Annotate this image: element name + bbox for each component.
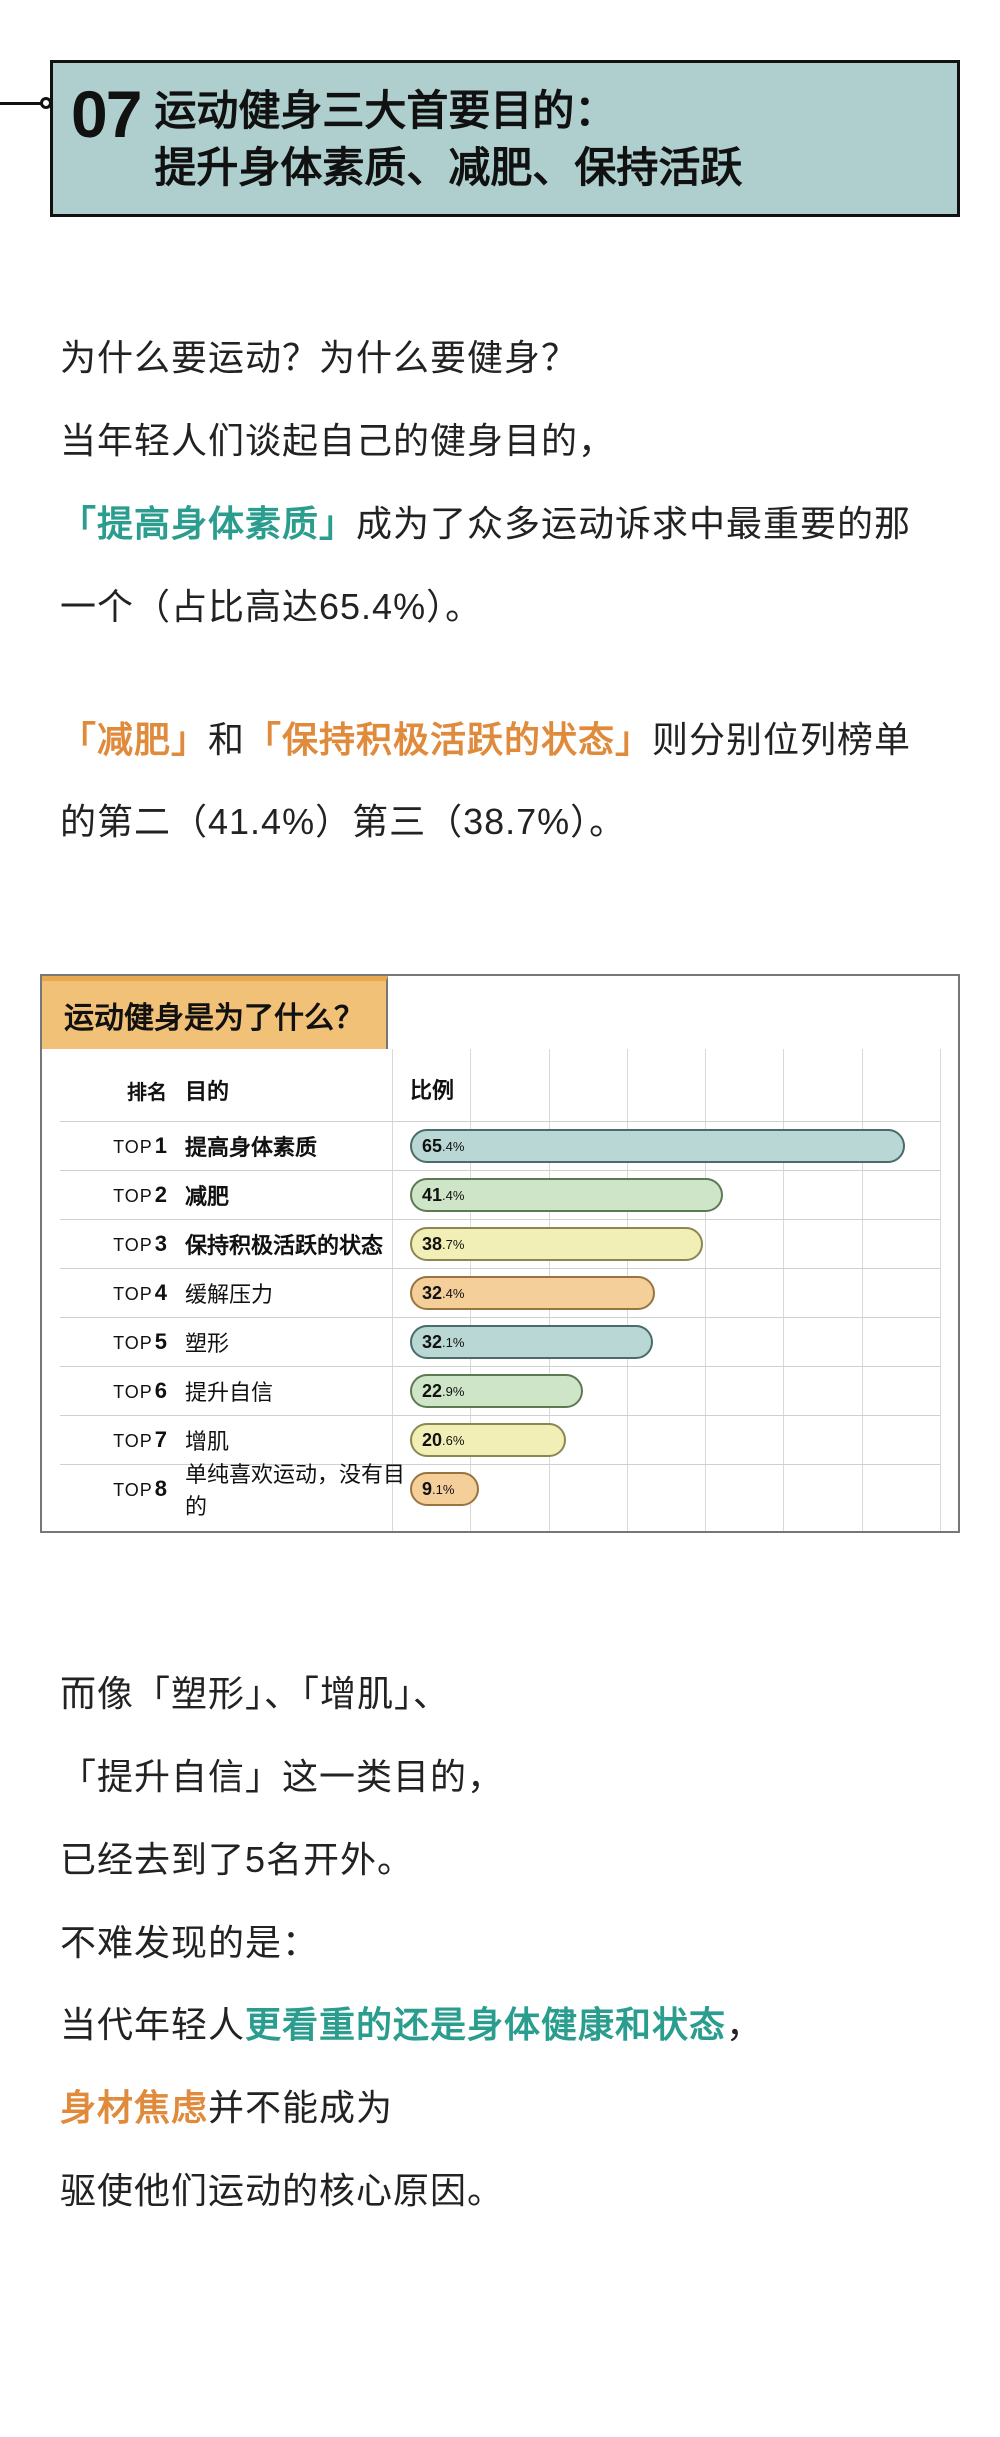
bar: 20.6% [410, 1423, 566, 1457]
conclusion-paragraphs: 而像「塑形」、「增肌」、 「提升自信」这一类目的， 已经去到了5名开外。 不难发… [0, 1573, 1000, 2313]
header-ratio: 比例 [410, 1073, 454, 1105]
bar: 22.9% [410, 1374, 583, 1408]
text: 为什么要运动？为什么要健身？ [60, 337, 578, 378]
bar-area: 20.6% [410, 1423, 940, 1457]
bar: 41.4% [410, 1178, 723, 1212]
highlight-orange: 「减肥」 [60, 719, 208, 760]
rank-cell: TOP7 [60, 1427, 185, 1453]
chart-row: TOP1提高身体素质65.4% [60, 1121, 940, 1170]
header-purpose: 目的 [185, 1074, 410, 1106]
intro-paragraphs: 为什么要运动？为什么要健身？ 当年轻人们谈起自己的健身目的， 「提高身体素质」成… [0, 257, 1000, 954]
connector-circle [40, 97, 52, 109]
bar-area: 32.4% [410, 1276, 940, 1310]
rank-cell: TOP1 [60, 1133, 185, 1159]
highlight-orange: 身材焦虑 [60, 2087, 208, 2128]
header-rank: 排名 [60, 1076, 185, 1105]
text: 和 [208, 719, 245, 760]
bar: 32.4% [410, 1276, 655, 1310]
purpose-cell: 缓解压力 [185, 1277, 410, 1309]
rank-cell: TOP3 [60, 1231, 185, 1257]
header-ratio-area: 比例 [410, 1073, 940, 1107]
bar-area: 32.1% [410, 1325, 940, 1359]
chart-row: TOP6提升自信22.9% [60, 1366, 940, 1415]
title-line-2: 提升身体素质、减肥、保持活跃 [154, 144, 742, 191]
connector-line [0, 102, 42, 105]
section-number: 07 [71, 81, 140, 147]
header-box: 07 运动健身三大首要目的： 提升身体素质、减肥、保持活跃 [50, 60, 960, 217]
chart-row: TOP3保持积极活跃的状态38.7% [60, 1219, 940, 1268]
chart-header-row: 排名 目的 比例 [60, 1067, 940, 1121]
rank-cell: TOP4 [60, 1280, 185, 1306]
section-header: 07 运动健身三大首要目的： 提升身体素质、减肥、保持活跃 [0, 0, 1000, 257]
text: 已经去到了5名开外。 [60, 1839, 414, 1880]
purpose-cell: 单纯喜欢运动，没有目的 [185, 1457, 410, 1521]
purpose-cell: 塑形 [185, 1326, 410, 1358]
purpose-cell: 增肌 [185, 1424, 410, 1456]
chart-row: TOP2减肥41.4% [60, 1170, 940, 1219]
chart-title: 运动健身是为了什么？ [42, 976, 388, 1049]
bar: 38.7% [410, 1227, 703, 1261]
rank-cell: TOP8 [60, 1476, 185, 1502]
text: 并不能成为 [208, 2087, 393, 2128]
chart-title-bar: 运动健身是为了什么？ [42, 976, 958, 1049]
chart-row: TOP8单纯喜欢运动，没有目的9.1% [60, 1464, 940, 1513]
purpose-cell: 提升自信 [185, 1375, 410, 1407]
highlight-orange: 「保持积极活跃的状态」 [245, 719, 652, 760]
text: 而像「塑形」、「增肌」、 [60, 1673, 450, 1714]
text: 当年轻人们谈起自己的健身目的， [60, 420, 615, 461]
text: 「提升自信」这一类目的， [60, 1756, 504, 1797]
chart-row: TOP4缓解压力32.4% [60, 1268, 940, 1317]
bar: 65.4% [410, 1129, 905, 1163]
bar-area: 22.9% [410, 1374, 940, 1408]
chart-rows: TOP1提高身体素质65.4%TOP2减肥41.4%TOP3保持积极活跃的状态3… [60, 1121, 940, 1513]
bar-area: 65.4% [410, 1129, 940, 1163]
header-connector [0, 100, 60, 106]
bar-area: 9.1% [410, 1472, 940, 1506]
bar-area: 41.4% [410, 1178, 940, 1212]
chart-container: 运动健身是为了什么？ 排名 目的 比例 TOP1提高身体素质65.4%TOP2减… [40, 974, 960, 1533]
chart-body: 排名 目的 比例 TOP1提高身体素质65.4%TOP2减肥41.4%TOP3保… [42, 1049, 958, 1531]
bar: 9.1% [410, 1472, 479, 1506]
rank-cell: TOP5 [60, 1329, 185, 1355]
purpose-cell: 提高身体素质 [185, 1130, 410, 1162]
text: ， [726, 2004, 763, 2045]
bar: 32.1% [410, 1325, 653, 1359]
purpose-cell: 保持积极活跃的状态 [185, 1228, 410, 1260]
section-title: 运动健身三大首要目的： 提升身体素质、减肥、保持活跃 [154, 81, 742, 196]
purpose-cell: 减肥 [185, 1179, 410, 1211]
rank-cell: TOP6 [60, 1378, 185, 1404]
highlight-teal: 更看重的还是身体健康和状态 [245, 2004, 726, 2045]
chart-row: TOP5塑形32.1% [60, 1317, 940, 1366]
paragraph-1: 为什么要运动？为什么要健身？ 当年轻人们谈起自己的健身目的， 「提高身体素质」成… [60, 317, 940, 648]
title-line-1: 运动健身三大首要目的： [154, 87, 616, 134]
bar-area: 38.7% [410, 1227, 940, 1261]
text: 不难发现的是： [60, 1922, 319, 1963]
paragraph-2: 「减肥」和「保持积极活跃的状态」则分别位列榜单的第二（41.4%）第三（38.7… [60, 699, 940, 865]
text: 当代年轻人 [60, 2004, 245, 2045]
highlight-teal: 「提高身体素质」 [60, 503, 356, 544]
rank-cell: TOP2 [60, 1182, 185, 1208]
text: 驱使他们运动的核心原因。 [60, 2170, 504, 2211]
